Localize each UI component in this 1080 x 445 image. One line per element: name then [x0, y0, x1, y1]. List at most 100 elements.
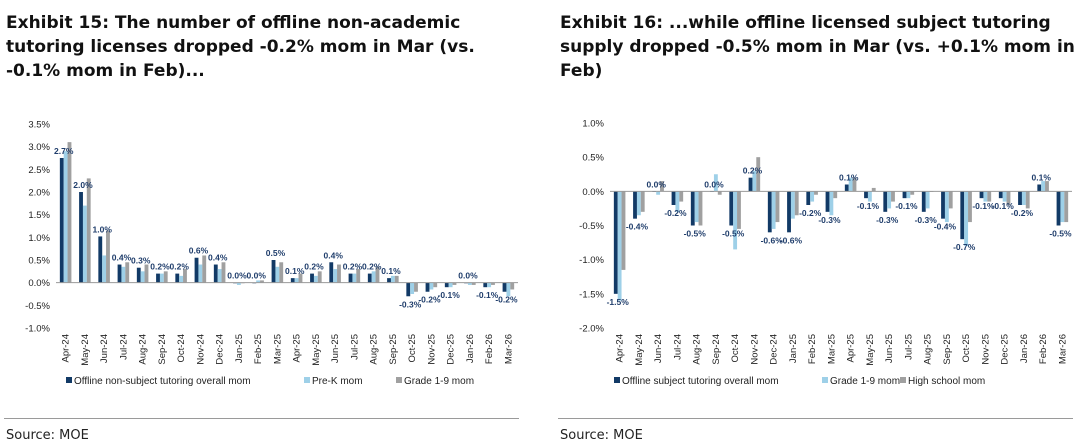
bar-series-2 [771, 191, 776, 229]
bar-series-3 [660, 181, 664, 192]
bar-series-3 [471, 282, 476, 285]
x-tick-label: Oct-24 [730, 334, 741, 363]
x-tick-label: Oct-24 [176, 334, 187, 363]
bar-series-2 [1021, 191, 1026, 205]
data-label: 0.0% [458, 271, 478, 281]
data-label: 0.4% [208, 253, 228, 263]
bar-series-2 [217, 269, 222, 283]
bar-series-1 [310, 273, 314, 283]
data-label: 0.0% [227, 271, 247, 281]
bar-series-3 [794, 191, 799, 216]
bar-series-3 [144, 264, 149, 283]
data-label: 0.2% [170, 262, 190, 272]
bar-series-2 [140, 271, 145, 283]
bar-series-1 [690, 191, 695, 226]
exhibit-16-title: Exhibit 16: ...while offline licensed su… [560, 13, 1075, 81]
bar-series-2 [1060, 191, 1065, 223]
data-label: 0.4% [324, 250, 344, 260]
x-tick-label: Dec-25 [446, 334, 457, 365]
x-tick-label: Feb-25 [253, 334, 264, 364]
bar-series-2 [906, 191, 911, 199]
x-tick-label: Apr-24 [61, 334, 72, 363]
bar-series-2 [1002, 191, 1007, 202]
bar-series-3 [67, 142, 72, 283]
bar-series-2 [867, 191, 872, 202]
bar-series-2 [506, 282, 511, 297]
bar-series-3 [106, 230, 110, 283]
y-tick-label: 3.0% [28, 142, 50, 153]
legend-swatch [66, 377, 72, 383]
data-label: -0.3% [818, 215, 841, 225]
bar-series-3 [433, 282, 438, 288]
bar-series-1 [1018, 191, 1022, 205]
data-label: -0.7% [953, 242, 976, 252]
y-tick-label: -1.0% [25, 324, 50, 335]
bar-series-1 [729, 191, 734, 226]
y-tick-label: 0.5% [582, 153, 604, 164]
bar-series-1 [156, 273, 160, 283]
bar-series-3 [375, 266, 380, 283]
exhibit-16-panel: Exhibit 16: ...while offline licensed su… [558, 0, 1078, 445]
bar-series-2 [733, 191, 738, 250]
y-tick-label: 2.0% [28, 188, 50, 199]
data-label: 0.6% [189, 246, 209, 256]
data-label: 1.0% [93, 224, 113, 234]
x-tick-label: Aug-25 [369, 334, 380, 365]
data-label: 2.0% [73, 180, 93, 190]
x-tick-label: May-25 [865, 334, 876, 366]
y-tick-label: 0.0% [28, 278, 50, 289]
legend-label: Offline non-subject tutoring overall mom [74, 376, 251, 387]
y-tick-label: 1.0% [582, 119, 604, 130]
x-tick-label: Aug-24 [138, 334, 149, 365]
bar-series-1 [59, 158, 64, 283]
data-label: 0.1% [1032, 173, 1052, 183]
x-tick-label: May-24 [634, 334, 645, 366]
bar-series-2 [333, 269, 338, 283]
x-tick-label: May-24 [80, 334, 91, 366]
bar-series-3 [679, 191, 684, 202]
data-label: 0.5% [266, 248, 286, 258]
data-label: 0.2% [743, 166, 763, 176]
legend-swatch [396, 377, 402, 383]
x-tick-label: Nov-24 [195, 334, 206, 365]
bar-series-1 [767, 191, 772, 233]
bar-series-3 [987, 191, 992, 202]
bar-series-1 [1037, 184, 1042, 192]
bar-series-3 [1025, 191, 1030, 209]
data-label: -0.3% [915, 215, 938, 225]
bar-series-2 [617, 191, 622, 301]
bar-series-3 [891, 191, 895, 202]
data-label: -0.2% [495, 295, 518, 305]
x-tick-label: Mar-25 [272, 334, 283, 364]
bar-series-3 [948, 191, 953, 209]
exhibit-15-panel: Exhibit 15: The number of offline non-ac… [4, 0, 524, 445]
x-tick-label: May-25 [311, 334, 322, 366]
bar-series-1 [1056, 191, 1061, 226]
bar-series-2 [790, 191, 795, 219]
bar-series-1 [271, 260, 276, 283]
data-label: -0.1% [992, 201, 1015, 211]
bar-series-1 [787, 191, 791, 233]
data-label: -1.5% [607, 297, 630, 307]
bar-series-3 [125, 262, 130, 283]
bar-series-3 [1045, 181, 1049, 192]
legend-swatch [614, 377, 620, 383]
bar-series-2 [121, 266, 126, 283]
data-label: -0.2% [799, 208, 822, 218]
data-label: 0.1% [381, 266, 401, 276]
data-label: 0.1% [285, 266, 305, 276]
bar-series-1 [902, 191, 907, 199]
data-label: -0.2% [1011, 208, 1034, 218]
data-label: 0.0% [647, 179, 667, 189]
bar-series-2 [887, 191, 892, 209]
bar-series-2 [713, 174, 718, 192]
bar-series-3 [833, 191, 838, 199]
bar-series-3 [814, 191, 818, 195]
x-tick-label: Dec-24 [769, 334, 780, 365]
data-label: -0.2% [664, 208, 687, 218]
bar-series-2 [275, 266, 280, 283]
bar-series-1 [483, 282, 488, 288]
data-label: -0.3% [876, 215, 899, 225]
bar-series-2 [487, 282, 492, 288]
y-tick-label: 2.5% [28, 165, 50, 176]
